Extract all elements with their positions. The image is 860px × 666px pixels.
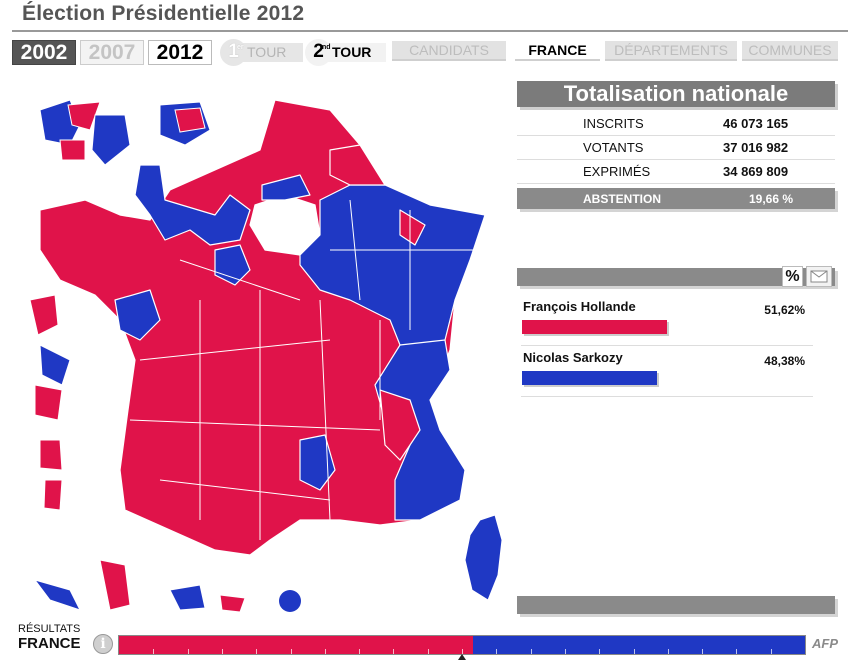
tour-1-button[interactable]: 1 er TOUR: [220, 38, 303, 66]
results-bar-tick: [290, 649, 292, 654]
panel-footer-bar: [517, 596, 835, 614]
map-inset-8: [39, 344, 71, 386]
stat-label: VOTANTS: [583, 140, 644, 155]
candidate-name: Nicolas Sarkozy: [523, 350, 623, 365]
tab-departements[interactable]: DÉPARTEMENTS: [605, 41, 737, 61]
results-label: RÉSULTATS: [18, 623, 81, 635]
candidate-bar: [522, 320, 667, 334]
year-tabs: 2002 2007 2012: [12, 40, 216, 65]
results-bar-tick: [187, 649, 189, 654]
tab-communes[interactable]: COMMUNES: [742, 41, 838, 61]
tab-france[interactable]: FRANCE: [515, 41, 600, 61]
candidate-row[interactable]: François Hollande 51,62%: [521, 296, 813, 346]
results-bar-tick: [256, 649, 258, 654]
map-inset-7: [29, 294, 59, 336]
map-inset-11: [43, 479, 63, 511]
stat-value: 37 016 982: [723, 140, 789, 155]
map-inset-3: [91, 114, 131, 166]
results-share-red: [119, 636, 474, 654]
abstention-row: ABSTENTION 19,66 %: [517, 188, 835, 209]
map-inset-14: [169, 584, 206, 611]
map-region-lorraine-red: [399, 209, 426, 246]
results-bar-tick: [667, 649, 669, 654]
map-region-auvergne-blue: [299, 434, 336, 491]
map-region-nord-red: [329, 144, 386, 186]
candidate-percent: 48,38%: [764, 354, 805, 368]
tab-candidats[interactable]: CANDIDATS: [392, 41, 506, 61]
level-tabs: CANDIDATS FRANCE DÉPARTEMENTS COMMUNES: [392, 41, 843, 61]
stat-value: 34 869 809: [723, 164, 789, 179]
info-icon[interactable]: i: [93, 634, 113, 654]
map-region-ouest-blue: [114, 289, 161, 341]
title-divider: [12, 30, 848, 32]
candidate-name: François Hollande: [523, 299, 636, 314]
stat-row-inscrits: INSCRITS 46 073 165: [517, 112, 835, 136]
results-bar-tick: [427, 649, 429, 654]
tour-1-number: 1 er: [220, 38, 247, 66]
year-tab-2012[interactable]: 2012: [148, 40, 212, 65]
stat-value: 46 073 165: [723, 116, 789, 131]
results-bar-tick: [221, 649, 223, 654]
results-bar-tick: [153, 649, 155, 654]
abstention-value: 19,66 %: [749, 191, 794, 206]
map-inset-13: [99, 559, 131, 611]
results-bar-tick: [599, 649, 601, 654]
results-bar-tick: [359, 649, 361, 654]
map-region-nord-blue: [261, 174, 311, 201]
candidate-bar: [522, 371, 657, 385]
map-region-rhone-red: [379, 389, 421, 461]
tour-1-label: TOUR: [243, 42, 303, 62]
map-region-corse: [464, 514, 503, 601]
page-title: Élection Présidentielle 2012: [22, 2, 305, 25]
results-bar-tick: [770, 649, 772, 654]
stat-row-exprimes: EXPRIMÉS 34 869 809: [517, 160, 835, 184]
stat-label: INSCRITS: [583, 116, 644, 131]
results-share-bar: [118, 635, 806, 655]
map-inset-10: [39, 439, 63, 471]
map-inset-2: [67, 101, 101, 131]
results-region: FRANCE: [18, 635, 81, 652]
map-inset-4: [59, 139, 86, 161]
candidates-header-bar: [517, 268, 835, 286]
results-bar-tick: [736, 649, 738, 654]
results-bar-tick: [496, 649, 498, 654]
stat-row-votants: VOTANTS 37 016 982: [517, 136, 835, 160]
candidate-row[interactable]: Nicolas Sarkozy 48,38%: [521, 347, 813, 397]
abstention-label: ABSTENTION: [583, 191, 661, 206]
france-results-map[interactable]: [0, 80, 510, 620]
envelope-icon[interactable]: [806, 266, 832, 287]
map-inset-12: [33, 579, 81, 611]
year-tab-2007[interactable]: 2007: [80, 40, 144, 65]
results-bar-tick: [564, 649, 566, 654]
majority-marker: [458, 654, 466, 660]
tour-2-label: TOUR: [328, 42, 386, 62]
map-inset-circle: [279, 590, 301, 612]
map-inset-9: [34, 384, 63, 421]
map-inset-6: [174, 107, 206, 133]
results-bar-tick: [633, 649, 635, 654]
percent-toggle-button[interactable]: %: [782, 266, 803, 287]
map-region-normandie-blue: [134, 164, 251, 246]
totalisation-heading: Totalisation nationale: [517, 81, 835, 107]
candidate-percent: 51,62%: [764, 303, 805, 317]
map-inset-15: [219, 594, 246, 613]
results-bar-tick: [530, 649, 532, 654]
afp-logo: AFP: [812, 636, 838, 651]
results-bar-tick: [393, 649, 395, 654]
year-tab-2002[interactable]: 2002: [12, 40, 76, 65]
results-bar-tick: [324, 649, 326, 654]
results-bar-tick: [462, 649, 463, 654]
results-bar-tick: [702, 649, 704, 654]
stat-label: EXPRIMÉS: [583, 164, 651, 179]
results-share-blue: [473, 636, 805, 654]
